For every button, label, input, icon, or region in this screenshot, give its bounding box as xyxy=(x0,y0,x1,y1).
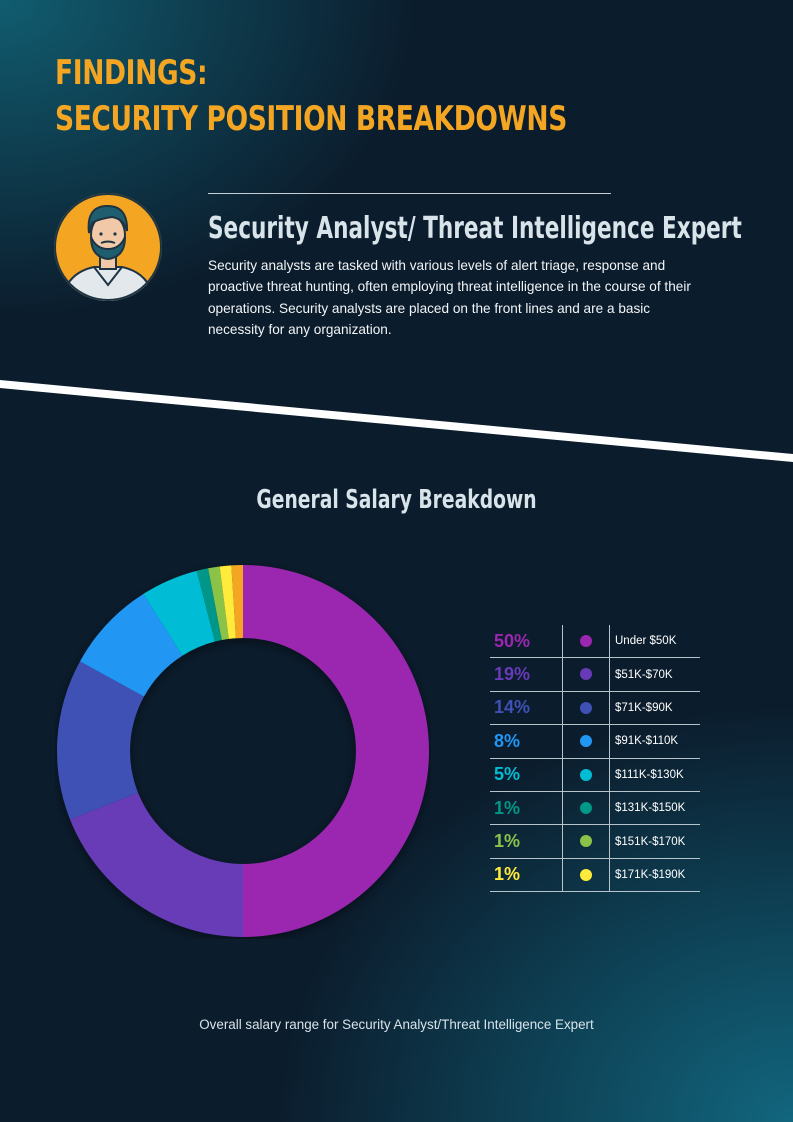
legend-swatch-icon xyxy=(580,668,592,681)
donut-slice-remainder xyxy=(231,565,243,639)
legend-label: $131K-$150K xyxy=(609,791,700,826)
legend-row: 1% $151K-$170K xyxy=(490,824,700,859)
chart-legend: 50% Under $50K 19% $51K-$70K 14% $71K-$90K 8% $… xyxy=(490,625,700,893)
diagonal-divider xyxy=(0,380,793,462)
legend-row: 8% $91K-$110K xyxy=(490,724,700,759)
legend-percent: 5% xyxy=(490,758,563,792)
legend-swatch-icon xyxy=(580,701,592,714)
legend-row: 19% $51K-$70K xyxy=(490,657,700,692)
legend-swatch-icon xyxy=(580,801,592,814)
salary-donut-chart xyxy=(57,565,429,937)
legend-swatch-icon xyxy=(580,768,592,781)
donut-slice-2 xyxy=(70,792,243,937)
donut-slice-7 xyxy=(208,566,229,641)
legend-label: $91K-$110K xyxy=(609,724,700,759)
donut-slice-5 xyxy=(143,570,215,656)
legend-label: $171K-$190K xyxy=(609,858,700,893)
legend-row: 1% $131K-$150K xyxy=(490,791,700,826)
legend-label: $71K-$90K xyxy=(609,691,700,726)
legend-row: 50% Under $50K xyxy=(490,625,700,659)
page-title: FINDINGS: SECURITY POSITION BREAKDOWNS xyxy=(55,50,567,142)
man-with-beard-avatar-icon xyxy=(54,193,162,301)
chart-title: General Salary Breakdown xyxy=(256,485,537,515)
legend-label: Under $50K xyxy=(609,625,700,659)
legend-swatch-icon xyxy=(580,835,592,848)
legend-percent: 8% xyxy=(490,724,563,759)
legend-percent: 19% xyxy=(490,657,563,692)
role-title: Security Analyst/ Threat Intelligence Ex… xyxy=(208,211,742,246)
role-description: Security analysts are tasked with variou… xyxy=(208,258,691,338)
legend-swatch-icon xyxy=(580,868,592,881)
page-title-line-2: SECURITY POSITION BREAKDOWNS xyxy=(55,99,567,139)
legend-percent: 50% xyxy=(490,625,563,659)
donut-slice-8 xyxy=(219,565,236,639)
donut-slice-3 xyxy=(57,661,144,820)
legend-row: 1% $171K-$190K xyxy=(490,858,700,893)
legend-swatch-icon xyxy=(580,634,592,647)
legend-percent: 1% xyxy=(490,791,563,826)
chart-caption: Overall salary range for Security Analys… xyxy=(199,1017,594,1032)
donut-slice-1 xyxy=(243,565,429,937)
legend-row: 5% $111K-$130K xyxy=(490,758,700,792)
legend-label: $151K-$170K xyxy=(609,824,700,859)
legend-percent: 14% xyxy=(490,691,563,726)
legend-row: 14% $71K-$90K xyxy=(490,691,700,726)
donut-slice-4 xyxy=(80,593,183,697)
donut-slice-6 xyxy=(196,568,222,642)
section-divider-line xyxy=(208,193,611,194)
legend-percent: 1% xyxy=(490,858,563,893)
legend-percent: 1% xyxy=(490,824,563,859)
legend-label: $111K-$130K xyxy=(609,758,700,792)
page-title-line-1: FINDINGS: xyxy=(55,53,208,93)
legend-label: $51K-$70K xyxy=(609,657,700,692)
legend-swatch-icon xyxy=(580,735,592,748)
